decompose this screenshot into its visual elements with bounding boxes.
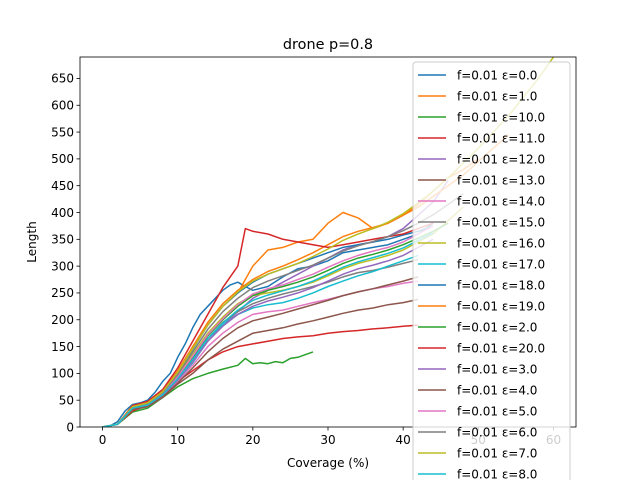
y-tick-label: 50 <box>59 393 74 407</box>
legend-label: f=0.01 ε=0.0 <box>457 69 537 83</box>
x-tick-label: 0 <box>99 433 107 447</box>
y-tick-label: 300 <box>51 259 74 273</box>
series-line-14 <box>102 238 434 427</box>
legend-label: f=0.01 ε=3.0 <box>457 363 537 377</box>
legend-label: f=0.01 ε=8.0 <box>457 468 537 480</box>
legend-box <box>412 61 571 480</box>
y-tick-label: 550 <box>51 125 74 139</box>
legend-label: f=0.01 ε=6.0 <box>457 426 537 440</box>
y-tick-label: 350 <box>51 233 74 247</box>
legend: f=0.01 ε=0.0 f=0.01 ε=1.0 f=0.01 ε=10.0 f=0… <box>412 61 571 480</box>
y-tick-label: 650 <box>51 72 74 86</box>
legend-label: f=0.01 ε=20.0 <box>457 342 545 356</box>
series-line-2 <box>102 351 314 427</box>
x-tick-label: 40 <box>396 433 411 447</box>
y-tick-label: 0 <box>66 420 74 434</box>
legend-label: f=0.01 ε=7.0 <box>457 447 537 461</box>
legend-label: f=0.01 ε=11.0 <box>457 132 545 146</box>
series-line-17 <box>102 193 464 427</box>
legend-label: f=0.01 ε=1.0 <box>457 90 537 104</box>
legend-label: f=0.01 ε=13.0 <box>457 174 545 188</box>
legend-label: f=0.01 ε=2.0 <box>457 321 537 335</box>
series-line-19 <box>102 232 434 427</box>
legend-label: f=0.01 ε=14.0 <box>457 195 545 209</box>
x-axis-label: Coverage (%) <box>287 456 369 470</box>
plot-frame <box>79 56 577 428</box>
y-tick-label: 500 <box>51 152 74 166</box>
y-tick-label: 150 <box>51 340 74 354</box>
legend-label: f=0.01 ε=12.0 <box>457 153 545 167</box>
y-tick-label: 450 <box>51 179 74 193</box>
y-tick-label: 250 <box>51 286 74 300</box>
y-tick-label: 400 <box>51 206 74 220</box>
y-tick-label: 200 <box>51 313 74 327</box>
legend-label: f=0.01 ε=17.0 <box>457 258 545 272</box>
chart-title: drone p=0.8 <box>283 37 373 53</box>
legend-label: f=0.01 ε=15.0 <box>457 216 545 230</box>
legend-label: f=0.01 ε=5.0 <box>457 405 537 419</box>
legend-label: f=0.01 ε=18.0 <box>457 279 545 293</box>
legend-label: f=0.01 ε=16.0 <box>457 237 545 251</box>
x-tick-label: 10 <box>170 433 185 447</box>
series-line-13 <box>102 222 434 427</box>
y-tick-label: 600 <box>51 99 74 113</box>
legend-label: f=0.01 ε=10.0 <box>457 111 545 125</box>
y-tick-label: 100 <box>51 367 74 381</box>
x-tick-label: 20 <box>245 433 260 447</box>
y-axis-label: Length <box>25 221 39 262</box>
series-line-15 <box>102 276 419 427</box>
legend-label: f=0.01 ε=19.0 <box>457 300 545 314</box>
x-tick-label: 30 <box>320 433 335 447</box>
legend-label: f=0.01 ε=4.0 <box>457 384 537 398</box>
